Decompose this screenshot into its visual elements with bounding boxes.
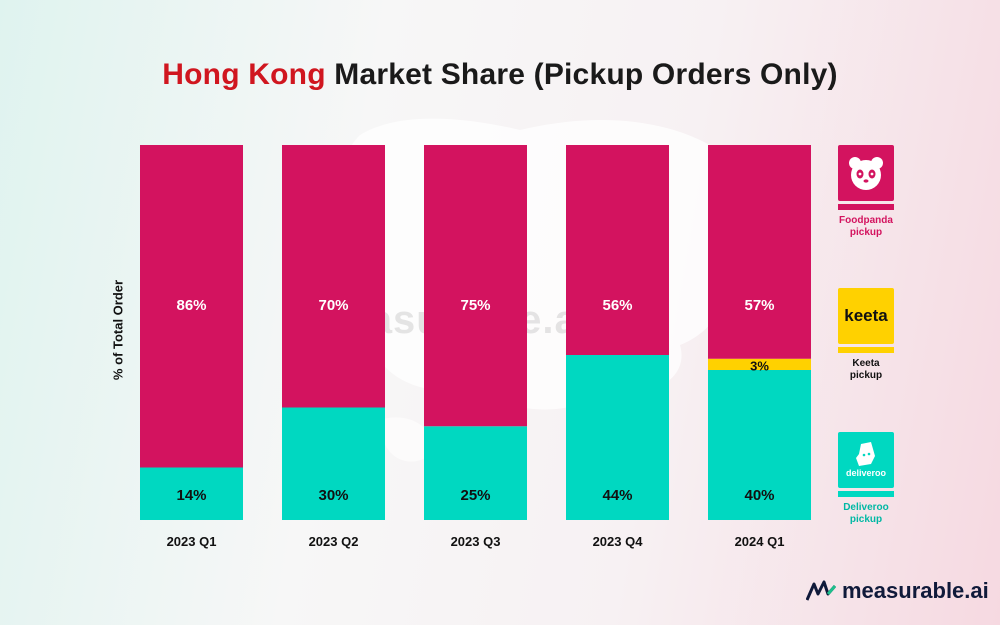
bar-segment-deliveroo-pickup-3: [424, 426, 527, 520]
legend-label-keeta: Keeta pickup: [849, 358, 883, 381]
bar-segment-deliveroo-pickup-2: [282, 407, 385, 520]
data-label: 3%: [750, 358, 769, 373]
keeta-logo-icon: keeta: [838, 288, 894, 344]
data-label: 75%: [460, 297, 490, 314]
data-label: 70%: [318, 297, 348, 314]
legend-swatch-keeta: [838, 347, 894, 353]
bar-segment-foodpanda-pickup-2: [282, 145, 385, 408]
bar-segment-foodpanda-pickup-5: [708, 145, 811, 359]
bar-segment-foodpanda-pickup-4: [566, 145, 669, 355]
bar-segment-foodpanda-pickup-1: [140, 145, 243, 468]
legend-swatch-deliveroo: [838, 491, 894, 497]
data-label: 57%: [744, 297, 774, 314]
data-label: 30%: [318, 487, 348, 504]
bar-segment-deliveroo-pickup-4: [566, 355, 669, 520]
panda-icon: [838, 145, 894, 201]
x-tick-label: 2023 Q1: [167, 534, 217, 549]
brand-logo-icon: [806, 580, 836, 601]
title-rest: Market Share (Pickup Orders Only): [334, 58, 838, 91]
bar-segment-deliveroo-pickup-5: [708, 370, 811, 520]
title-accent: Hong Kong: [162, 58, 326, 91]
data-label: 56%: [602, 297, 632, 314]
brand-name: measurable.ai: [842, 578, 989, 603]
data-label: 40%: [744, 487, 774, 504]
brand-logo: measurable.ai: [806, 578, 989, 604]
deliveroo-logo-text: deliveroo: [845, 468, 886, 478]
chart-title: Hong Kong Market Share (Pickup Orders On…: [0, 58, 1000, 92]
keeta-logo-text: keeta: [844, 306, 888, 325]
legend-swatch-foodpanda: [838, 204, 894, 210]
y-axis-label: % of Total Order: [110, 279, 126, 381]
bar-segment-keeta-pickup-5: [708, 358, 811, 370]
bar-segment-deliveroo-pickup-1: [140, 467, 243, 520]
data-label: 25%: [460, 487, 490, 504]
x-tick-label: 2023 Q4: [593, 534, 644, 549]
data-label: 14%: [176, 487, 206, 504]
legend-deliveroo: deliveroo Deliveroo pickup: [836, 432, 896, 526]
kangaroo-icon: deliveroo: [838, 432, 894, 488]
legend-foodpanda: Foodpanda pickup: [836, 145, 896, 239]
legend-keeta: keeta Keeta pickup: [836, 288, 896, 382]
bar-segment-foodpanda-pickup-3: [424, 145, 527, 427]
x-tick-label: 2024 Q1: [735, 534, 785, 549]
legend-label-deliveroo: Deliveroo pickup: [843, 502, 889, 525]
x-tick-label: 2023 Q2: [309, 534, 359, 549]
x-tick-label: 2023 Q3: [451, 534, 501, 549]
data-label: 86%: [176, 297, 206, 314]
data-label: 44%: [602, 487, 632, 504]
legend-label-foodpanda: Foodpanda pickup: [839, 215, 893, 238]
